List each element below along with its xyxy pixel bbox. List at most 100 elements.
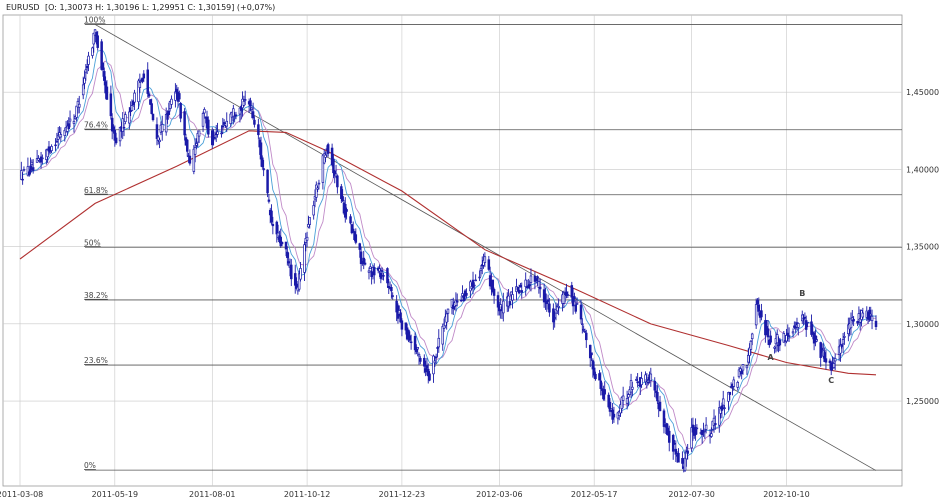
candle-body — [178, 93, 181, 100]
candle-body — [656, 391, 659, 402]
candle-body — [195, 143, 198, 146]
candlesticks — [20, 29, 878, 473]
candle-body — [59, 134, 63, 138]
candle-body — [146, 69, 149, 94]
candle-body — [437, 337, 441, 348]
candle-body — [546, 299, 550, 302]
candle-body — [142, 73, 146, 79]
candle-body — [598, 373, 601, 381]
candle-body — [324, 154, 327, 158]
candle-body — [582, 329, 585, 331]
candle-body — [249, 100, 252, 107]
candle-body — [459, 299, 463, 302]
candle-body — [253, 119, 256, 125]
fib-level-label: 61.8% — [84, 186, 108, 195]
candle-body — [608, 401, 612, 412]
candle-body — [603, 389, 606, 395]
candle-body — [54, 144, 57, 147]
candle-body — [621, 395, 625, 401]
candle-body — [828, 360, 832, 363]
candle-body — [445, 313, 448, 323]
wave-annotation-label: C — [828, 376, 834, 385]
candle-body — [681, 458, 684, 464]
candle-body — [391, 295, 394, 297]
candle-body — [424, 368, 427, 373]
candle-body — [436, 347, 439, 349]
candle-body — [721, 398, 725, 406]
candle-body — [473, 284, 476, 287]
candle-body — [382, 275, 385, 277]
candle-body — [251, 111, 255, 119]
x-tick-label: 2011-08-01 — [189, 490, 236, 499]
candle-body — [773, 346, 776, 349]
candle-body — [150, 103, 153, 114]
candle-body — [332, 158, 335, 174]
candle-body — [261, 157, 264, 167]
candle-body — [280, 241, 284, 245]
candle-body — [85, 66, 89, 69]
candle-body — [72, 120, 76, 124]
candle-body — [548, 303, 551, 313]
candle-body — [704, 424, 708, 430]
candle-body — [359, 251, 363, 265]
candle-body — [874, 320, 878, 327]
candle-body — [317, 182, 321, 185]
candle-body — [408, 335, 412, 341]
candle-body — [852, 318, 855, 322]
candle-body — [769, 335, 772, 343]
candle-body — [336, 175, 339, 188]
candle-body — [243, 99, 247, 101]
candle-body — [537, 281, 541, 288]
candle-body — [96, 35, 99, 48]
candle-body — [22, 169, 26, 171]
candle-body — [101, 62, 105, 71]
candle-body — [250, 107, 254, 110]
candle-body — [649, 373, 653, 381]
candle-body — [804, 320, 808, 330]
candle-body — [483, 256, 487, 263]
candle-body — [122, 126, 126, 129]
candle-body — [507, 295, 510, 307]
candle-body — [341, 196, 344, 201]
candle-body — [487, 259, 491, 270]
candle-body — [259, 142, 263, 160]
candle-body — [528, 284, 531, 286]
candle-body — [832, 363, 836, 368]
symbol-label: EURUSD — [6, 3, 40, 12]
candle-body — [399, 312, 402, 323]
candle-body — [49, 151, 52, 154]
candle-body — [417, 354, 421, 357]
candle-body — [839, 344, 842, 354]
candle-body — [441, 326, 444, 345]
candle-body — [133, 92, 136, 103]
candle-body — [645, 379, 649, 381]
candle-body — [390, 286, 393, 292]
candle-body — [92, 32, 95, 45]
candle-body — [575, 303, 579, 305]
candle-body — [673, 442, 676, 445]
candle-body — [287, 261, 290, 264]
candle-body — [791, 331, 795, 334]
candle-body — [794, 326, 797, 329]
candle-body — [585, 332, 588, 341]
candle-body — [47, 146, 51, 152]
candle-body — [583, 330, 587, 333]
candle-body — [590, 352, 593, 356]
y-tick-label: 1,25000 — [906, 397, 939, 406]
candle-body — [524, 279, 527, 288]
candle-body — [695, 427, 699, 430]
candle-body — [856, 321, 859, 324]
candle-body — [667, 430, 671, 443]
candle-body — [87, 55, 90, 65]
ma-fast-line — [19, 49, 877, 457]
candle-body — [658, 401, 662, 412]
candle-body — [627, 394, 630, 398]
candle-body — [833, 358, 837, 362]
fib-level-label: 38.2% — [84, 291, 108, 300]
candle-body — [201, 113, 205, 127]
candle-body — [197, 130, 201, 137]
candle-body — [121, 118, 124, 132]
y-tick-label: 1,40000 — [906, 165, 939, 174]
candle-body — [416, 347, 419, 350]
candle-body — [786, 332, 790, 336]
